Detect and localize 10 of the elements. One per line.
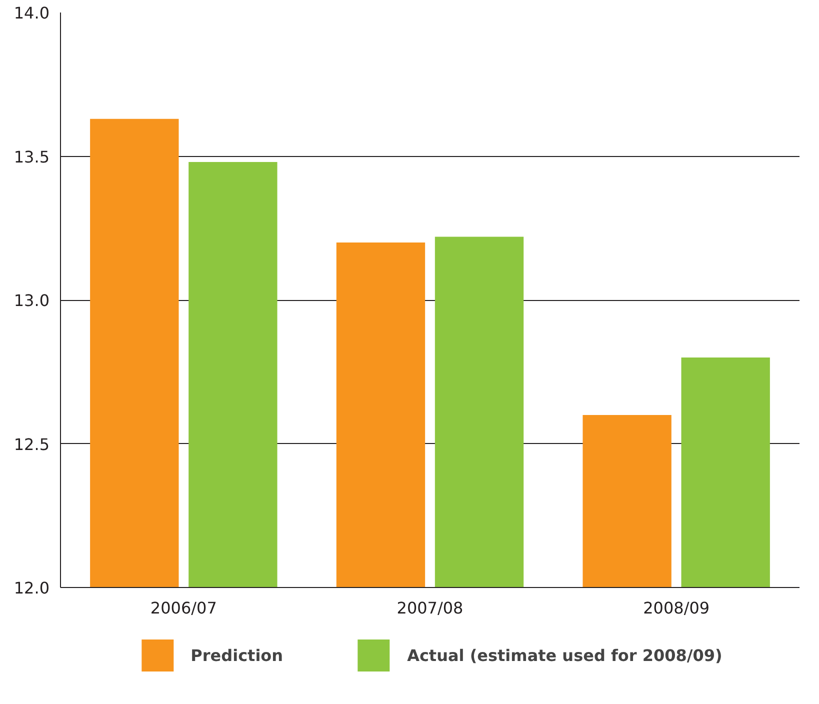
x-tick-label: 2008/09 <box>643 598 710 618</box>
y-tick-label: 14.0 <box>14 4 50 22</box>
y-tick-label: 12.0 <box>14 578 50 598</box>
y-tick-label: 13.5 <box>14 147 50 166</box>
y-tick-label: 12.5 <box>14 434 50 454</box>
legend-label: Prediction <box>190 646 284 664</box>
y-tick-label: 13.0 <box>14 291 50 310</box>
x-tick-label: 2007/08 <box>396 598 464 618</box>
legend-label: Actual (estimate used for 2008/09) <box>407 646 722 664</box>
x-tick-label: 2006/07 <box>150 598 217 618</box>
